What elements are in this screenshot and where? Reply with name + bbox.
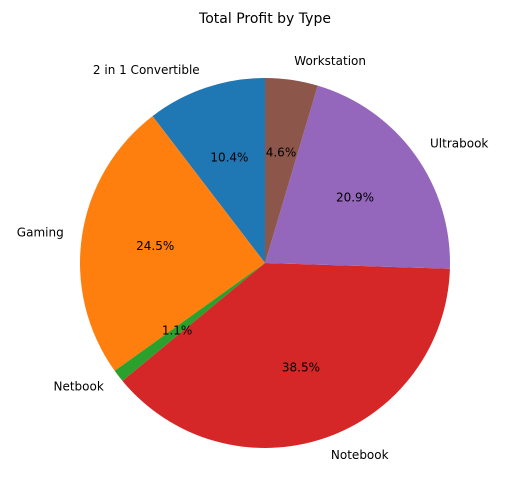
pie-pct-gaming: 24.5% (136, 239, 174, 253)
pie-pct-notebook: 38.5% (282, 361, 320, 375)
pie-slice-gaming (79, 116, 265, 371)
pie-pct-workstation: 4.6% (266, 146, 297, 160)
pie-slice-netbook (114, 263, 265, 381)
pie-label-netbook: Netbook (53, 380, 103, 394)
pie-pct-netbook: 1.1% (162, 323, 193, 337)
pie-label-2-in-1-convertible: 2 in 1 Convertible (93, 63, 200, 77)
pie-label-gaming: Gaming (17, 226, 64, 240)
pie-slice-notebook (122, 263, 450, 449)
pie-labels: 2 in 1 Convertible 10.4% Gaming 24.5% Netboo… (17, 54, 489, 462)
pie-pct-2-in-1-convertible: 10.4% (210, 150, 248, 164)
chart-title: Total Profit by Type (198, 11, 331, 27)
pie-slice-workstation (265, 78, 318, 263)
pie-pct-ultrabook: 20.9% (336, 191, 374, 205)
pie-label-workstation: Workstation (294, 54, 366, 68)
pie-label-ultrabook: Ultrabook (430, 136, 488, 150)
pie-slices (79, 78, 450, 449)
pie-slice-ultrabook (265, 85, 450, 269)
pie-slice-2-in-1-convertible (152, 78, 265, 263)
pie-label-notebook: Notebook (331, 448, 389, 462)
